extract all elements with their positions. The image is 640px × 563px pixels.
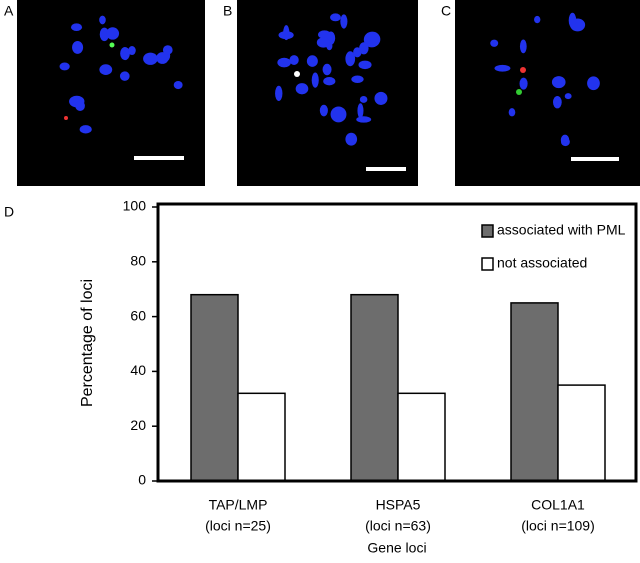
legend-swatch [481,257,494,271]
nucleus-focus [568,12,577,29]
nucleus-focus [357,103,364,119]
nucleus-focus [106,27,120,40]
nucleus-focus [306,55,318,67]
nucleus-focus [358,60,372,70]
y-tick-label: 60 [130,307,146,323]
nucleus-focus [120,47,130,61]
nucleus-focus [275,85,283,101]
x-tick-label: TAP/LMP [209,497,268,513]
nuclear-foci [59,12,600,147]
nucleus-focus [59,62,70,71]
nucleus-focus [553,95,562,109]
panel-label: A [4,3,14,19]
plot: 0 20 40 60 80 100 TAP/LMP (loci n=25) HSPA5 (loci… [123,198,638,534]
y-axis-label: Percentage of loci [79,279,96,407]
nucleus-focus [99,15,106,25]
nucleus-focus [278,31,294,40]
nucleus-focus [75,100,85,111]
nucleus-focus [345,51,356,67]
nucleus-focus [128,46,136,56]
nucleus-focus [79,125,92,134]
nucleus-focus [143,52,158,65]
micrograph-c [455,0,640,186]
nucleus-focus [356,116,372,123]
x-axis-label: Gene loci [367,540,426,556]
nucleus-focus [534,15,541,24]
nucleus-focus [340,14,348,29]
bar [557,384,606,482]
panel-label: B [223,3,232,19]
nucleus-focus [359,96,368,103]
nucleus-focus [316,37,331,48]
nucleus-focus [363,31,380,48]
nucleus-focus [70,23,83,32]
nucleus-focus [519,77,528,90]
bar [237,392,286,482]
y-tick-label: 40 [130,362,146,378]
red-signal [64,116,68,120]
green-signal [516,89,522,95]
nucleus-focus [295,83,309,95]
panel-label: D [4,204,14,220]
x-tick-sublabel: (loci n=25) [205,518,271,534]
nucleus-focus [508,108,516,117]
panel-label: C [441,3,451,19]
nucleus-focus [156,52,169,64]
bar [397,392,446,482]
nucleus-focus [119,71,130,81]
x-tick-sublabel: (loci n=109) [521,518,595,534]
red-signal [520,67,526,73]
bar [350,293,399,482]
nucleus-focus [519,39,527,54]
scale-bar [366,167,406,171]
nucleus-focus [319,104,328,117]
x-tick-label: HSPA5 [376,497,421,513]
micrograph-b [237,0,418,186]
nucleus-focus [99,27,110,42]
nucleus-focus [289,55,299,65]
white-signal [294,71,300,77]
nucleus-focus [564,93,572,100]
nucleus-focus [551,76,566,89]
nucleus-focus [323,77,336,86]
nucleus-focus [322,63,332,76]
nucleus-focus [72,40,84,54]
nucleus-focus [277,57,291,68]
nucleus-focus [359,42,369,55]
bar [510,302,559,482]
legend-label: associated with PML [497,222,626,238]
nucleus-focus [162,45,173,55]
nucleus-focus [330,13,341,22]
green-signal [109,42,115,48]
scale-bar [134,156,184,160]
y-tick-label: 0 [138,472,146,488]
legend-label: not associated [497,255,587,271]
nucleus-focus [490,39,499,47]
nucleus-focus [99,64,113,75]
nucleus-focus [560,134,570,146]
nucleus-focus [587,76,600,91]
plot-frame [156,202,638,483]
x-tick-label: COL1A1 [531,497,585,513]
x-tick-sublabel: (loci n=63) [365,518,431,534]
y-tick-label: 100 [123,198,147,214]
nucleus-focus [345,132,358,146]
nucleus-focus [311,72,319,88]
scale-bar [571,157,619,161]
nucleus-focus [374,91,388,105]
nucleus-focus [173,80,183,90]
legend-swatch [481,224,494,238]
bar [190,293,239,482]
nucleus-focus [494,64,511,72]
nucleus-focus [330,106,347,123]
nucleus-focus [351,75,364,83]
y-tick-label: 20 [130,417,146,433]
y-tick-label: 80 [130,253,146,269]
